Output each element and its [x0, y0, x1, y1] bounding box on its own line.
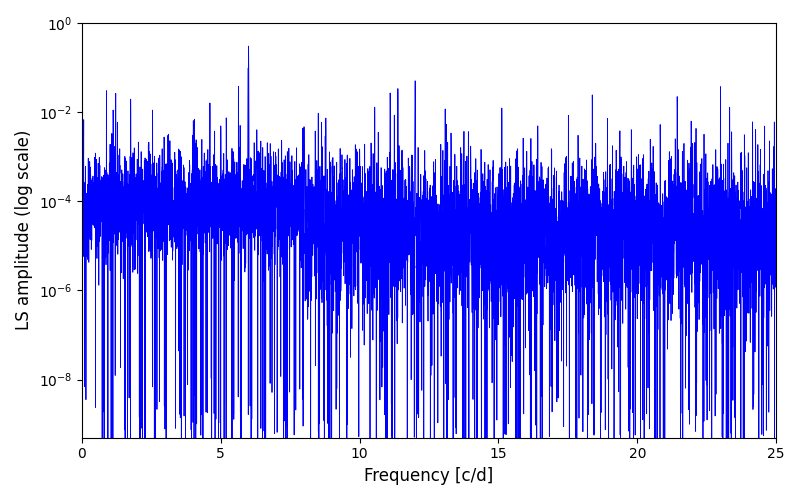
- Y-axis label: LS amplitude (log scale): LS amplitude (log scale): [15, 130, 33, 330]
- X-axis label: Frequency [c/d]: Frequency [c/d]: [364, 467, 494, 485]
